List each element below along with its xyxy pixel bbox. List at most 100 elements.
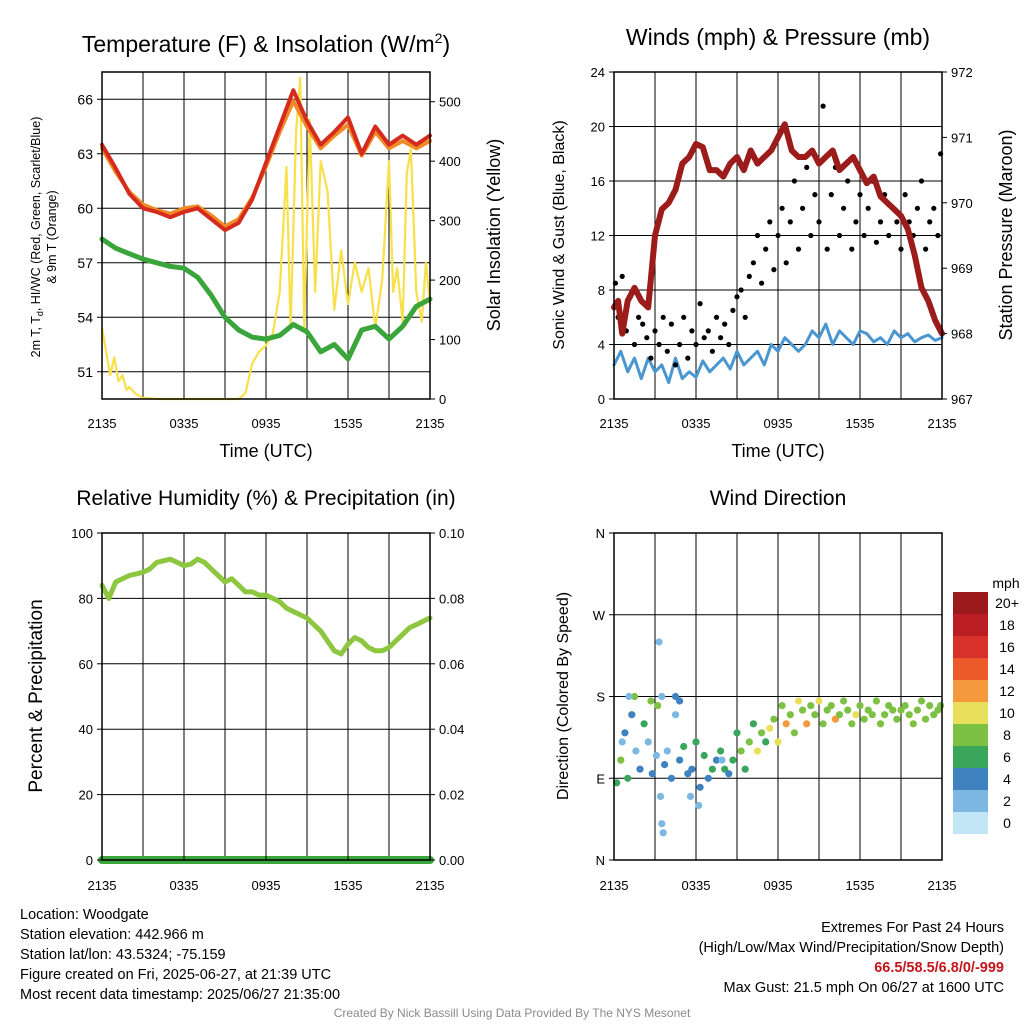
wind-direction-point <box>774 738 782 746</box>
wind-direction-point <box>868 711 876 719</box>
y-right-tick-label: 0.10 <box>439 526 464 541</box>
gust-point <box>767 219 773 225</box>
y-tick-label: 60 <box>77 200 93 216</box>
y-tick-label: 24 <box>591 65 605 80</box>
winds-ticks: 2135 0335 0935 1535 2135 0 4 8 12 16 20 24 967 968 969… <box>591 65 973 431</box>
gust-point <box>898 246 904 252</box>
temperature-plot-frame <box>101 71 431 400</box>
wind-direction-point <box>655 638 663 646</box>
gust-point <box>730 307 736 313</box>
wind-direction-point <box>640 720 648 728</box>
wind-direction-point <box>652 751 661 760</box>
wind-direction-points <box>613 638 945 837</box>
sonic-wind-line <box>612 322 944 385</box>
wind-direction-point <box>811 711 819 719</box>
wind-direction-point <box>909 720 917 728</box>
wind-direction-point <box>856 702 864 710</box>
legend-label: 12 <box>999 683 1015 699</box>
wind-direction-point <box>667 774 676 782</box>
y-right-tick-label: 0 <box>439 392 446 407</box>
gust-point <box>689 328 695 334</box>
gust-point <box>640 321 646 327</box>
temperature-xlabel: Time (UTC) <box>219 441 312 461</box>
temperature-series <box>99 76 433 401</box>
legend-swatch <box>953 724 988 746</box>
extremes-values: 66.5/58.5/6.8/0/-999 <box>874 960 1004 976</box>
gust-point <box>664 348 670 354</box>
humidity-title: Relative Humidity (%) & Precipitation (i… <box>76 487 455 510</box>
wind-direction-point <box>913 706 922 714</box>
x-tick-label: 0935 <box>252 878 281 893</box>
y-tick-label: 12 <box>591 229 605 244</box>
gust-point <box>742 314 748 320</box>
y-right-tick-label: 200 <box>439 273 461 288</box>
wind-direction-point <box>632 747 640 755</box>
wind-direction-point <box>658 692 666 701</box>
humidity-plot-frame <box>101 532 431 861</box>
wind-speed-legend: 20+ 18 16 14 12 10 8 6 4 2 0 <box>953 592 1019 834</box>
station-pressure-line <box>611 121 945 337</box>
y-tick-label: 60 <box>79 657 93 672</box>
x-tick-label: 0335 <box>170 878 199 893</box>
y-right-tick-label: 300 <box>439 214 461 229</box>
wind-direction-point <box>658 820 666 828</box>
y-right-tick-label: 971 <box>951 130 973 145</box>
y-tick-label: 8 <box>598 283 605 298</box>
wind-direction-point <box>644 738 652 746</box>
gust-point <box>931 205 937 211</box>
wind-direction-point <box>737 747 745 755</box>
wind-direction-point <box>613 779 621 787</box>
extremes-title: Extremes For Past 24 Hours <box>821 920 1004 936</box>
gust-point <box>836 232 843 239</box>
wind-direction-point <box>654 702 662 710</box>
y-right-tick-label: 967 <box>951 392 973 407</box>
wind-direction-point <box>625 692 633 701</box>
gust-point <box>791 178 798 184</box>
temperature-panel: Temperature (F) & Insolation (W/m2) 2m T… <box>29 30 504 461</box>
winds-ylabel: Sonic Wind & Gust (Blue, Black) <box>551 120 568 349</box>
wind-direction-point <box>803 720 811 728</box>
y-tick-label: 20 <box>591 120 605 135</box>
y-tick-label: 0 <box>86 853 93 868</box>
wind-direction-point <box>827 702 835 710</box>
wind-direction-point <box>661 761 669 769</box>
legend-label: 10 <box>999 705 1015 721</box>
solar-ylabel: Solar Insolation (Yellow) <box>484 139 504 331</box>
gust-point <box>841 205 847 211</box>
wind-direction-point <box>700 751 708 760</box>
wind-direction-point <box>770 715 778 723</box>
wind-direction-ylabel: Direction (Colored By Speed) <box>555 592 572 800</box>
legend-swatch <box>953 768 988 790</box>
gust-point <box>705 328 711 334</box>
gust-point <box>685 355 691 361</box>
wind-legend-title: mph <box>992 575 1019 591</box>
gust-point <box>808 232 814 239</box>
y-tick-label: 63 <box>77 146 93 162</box>
legend-swatch <box>953 658 988 680</box>
wind-direction-point <box>647 697 655 705</box>
wind-direction-point <box>717 747 725 755</box>
wind-direction-panel: Wind Direction Direction (Colored By Spe… <box>555 487 1020 893</box>
gust-point <box>759 280 765 286</box>
wind-direction-point <box>712 756 721 764</box>
wind-direction-point <box>680 742 688 751</box>
gust-point <box>775 232 781 239</box>
station-latlon: Station lat/lon: 43.5324; -75.159 <box>20 947 226 963</box>
wind-direction-point <box>753 747 762 755</box>
wind-direction-point <box>733 729 741 737</box>
y-right-tick-label: 500 <box>439 95 461 110</box>
temperature-ticks: 2135 0335 0935 1535 2135 51 54 57 60 63 66 0 100 200 3… <box>77 91 460 431</box>
wind-direction-point <box>881 711 889 719</box>
temperature-grid <box>102 72 430 399</box>
y-right-tick-label: 968 <box>951 327 973 342</box>
x-tick-label: 0935 <box>764 878 793 893</box>
gust-point <box>668 321 675 327</box>
gust-point <box>763 246 769 252</box>
gust-point <box>914 205 921 211</box>
wind-direction-point <box>617 756 625 764</box>
y-right-tick-label: 100 <box>439 333 461 348</box>
temperature-ylabel: 2m T, Td, HI/WC (Red, Green, Scarlet/Blu… <box>29 117 45 358</box>
gust-point <box>861 232 867 239</box>
legend-swatch <box>953 592 988 614</box>
x-tick-label: 2135 <box>88 416 117 431</box>
